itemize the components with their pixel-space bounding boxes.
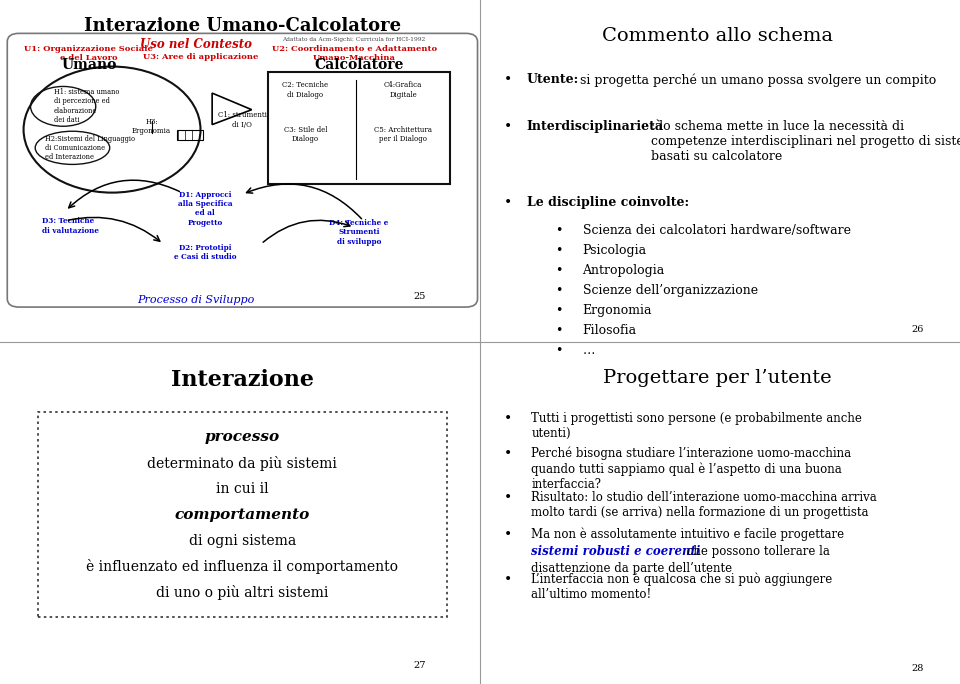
Text: che possono tollerare la: che possono tollerare la (683, 545, 829, 558)
Text: •: • (555, 304, 562, 317)
Text: H2:Sistemi del Linguaggio
di Comunicazione
ed Interazione: H2:Sistemi del Linguaggio di Comunicazio… (44, 135, 134, 161)
Text: D2: Prototipi
e Casi di studio: D2: Prototipi e Casi di studio (174, 244, 236, 261)
Text: Adattato da Acm-Sigchi: Curricula for HCI-1992: Adattato da Acm-Sigchi: Curricula for HC… (282, 37, 426, 42)
Text: Interdisciplinarietà: Interdisciplinarietà (527, 120, 663, 133)
Text: •: • (503, 120, 512, 133)
Text: C1: strumenti
di I/O: C1: strumenti di I/O (218, 111, 267, 129)
Text: Calcolatore: Calcolatore (314, 58, 403, 72)
Text: Progettare per l’utente: Progettare per l’utente (603, 369, 832, 386)
Text: Processo di Sviluppo: Processo di Sviluppo (137, 295, 254, 306)
Text: di uno o più altri sistemi: di uno o più altri sistemi (156, 586, 328, 601)
Text: 27: 27 (413, 661, 425, 670)
Text: Antropologia: Antropologia (583, 264, 665, 277)
Text: : lo schema mette in luce la necessità di
competenze interdisciplinari nel proge: : lo schema mette in luce la necessità d… (652, 120, 960, 163)
Text: Risultato: lo studio dell’interazione uomo-macchina arriva
molto tardi (se arriv: Risultato: lo studio dell’interazione uo… (532, 491, 877, 519)
Text: C3: Stile del
Dialogo: C3: Stile del Dialogo (283, 127, 327, 144)
Text: H3:
Ergonomia: H3: Ergonomia (132, 118, 171, 135)
Text: …: … (583, 343, 595, 356)
Text: •: • (503, 573, 512, 587)
Text: Commento allo schema: Commento allo schema (602, 27, 833, 44)
Text: Umano: Umano (61, 58, 116, 72)
Bar (178, 129, 203, 140)
Text: •: • (503, 491, 512, 505)
Text: processo: processo (204, 430, 280, 444)
Text: •: • (555, 224, 562, 237)
Text: D1: Approcci
alla Specifica
ed al
Progetto: D1: Approcci alla Specifica ed al Proget… (178, 191, 232, 226)
Text: •: • (503, 196, 512, 210)
Text: •: • (503, 447, 512, 460)
Text: Ergonomia: Ergonomia (583, 304, 652, 317)
Text: •: • (555, 324, 562, 337)
Text: C5: Architettura
per il Dialogo: C5: Architettura per il Dialogo (374, 127, 432, 144)
Text: determinato da più sistemi: determinato da più sistemi (148, 456, 337, 471)
Text: L’interfaccia non è qualcosa che si può aggiungere
all’ultimo momento!: L’interfaccia non è qualcosa che si può … (532, 573, 832, 601)
Text: •: • (503, 73, 512, 87)
Text: Ma non è assolutamente intuitivo e facile progettare: Ma non è assolutamente intuitivo e facil… (532, 528, 845, 541)
Text: •: • (503, 412, 512, 425)
Text: Tutti i progettisti sono persone (e probabilmente anche
utenti): Tutti i progettisti sono persone (e prob… (532, 412, 862, 440)
Text: in cui il: in cui il (216, 482, 269, 496)
Text: Interazione Umano-Calcolatore: Interazione Umano-Calcolatore (84, 17, 401, 35)
Text: Uso nel Contesto: Uso nel Contesto (140, 38, 252, 51)
Text: •: • (555, 343, 562, 356)
Text: C2: Tecniche
di Dialogo: C2: Tecniche di Dialogo (282, 81, 328, 98)
Text: U3: Aree di applicazione: U3: Aree di applicazione (143, 53, 258, 62)
Text: Interazione: Interazione (171, 369, 314, 391)
Text: Scienza dei calcolatori hardware/software: Scienza dei calcolatori hardware/softwar… (583, 224, 851, 237)
Text: Utente:: Utente: (527, 73, 579, 86)
Text: Perché bisogna studiare l’interazione uomo-macchina
quando tutti sappiamo qual è: Perché bisogna studiare l’interazione uo… (532, 447, 852, 490)
Text: H1: sistema umano
di percezione ed
elaborazione
dei dati: H1: sistema umano di percezione ed elabo… (54, 88, 119, 124)
Text: Psicologia: Psicologia (583, 244, 647, 257)
Text: 26: 26 (912, 326, 924, 334)
Text: Filosofia: Filosofia (583, 324, 636, 337)
Text: Scienze dell’organizzazione: Scienze dell’organizzazione (583, 284, 757, 297)
Text: si progetta perché un umano possa svolgere un compito: si progetta perché un umano possa svolge… (576, 73, 936, 87)
Text: Le discipline coinvolte:: Le discipline coinvolte: (527, 196, 689, 209)
Text: comportamento: comportamento (175, 508, 310, 522)
Text: D3: Tecniche
di valutazione: D3: Tecniche di valutazione (42, 218, 99, 235)
Text: U1: Organizzazione Sociale
e del Lavoro: U1: Organizzazione Sociale e del Lavoro (24, 45, 154, 62)
Text: di ogni sistema: di ogni sistema (189, 534, 296, 547)
Text: è influenzato ed influenza il comportamento: è influenzato ed influenza il comportame… (86, 560, 398, 575)
Text: C4:Grafica
Digitale: C4:Grafica Digitale (384, 81, 422, 98)
Text: D4: Tecniche e
Strumenti
di sviluppo: D4: Tecniche e Strumenti di sviluppo (329, 219, 389, 246)
Text: •: • (555, 244, 562, 257)
Text: sistemi robusti e coerenti: sistemi robusti e coerenti (532, 545, 701, 558)
Text: U2: Coordinamento e Adattamento
Umano-Macchina: U2: Coordinamento e Adattamento Umano-Ma… (272, 45, 437, 62)
Text: •: • (555, 264, 562, 277)
Text: disattenzione da parte dell’utente: disattenzione da parte dell’utente (532, 562, 732, 575)
Text: •: • (503, 528, 512, 542)
Text: 25: 25 (413, 292, 425, 301)
Text: •: • (555, 284, 562, 297)
Text: 28: 28 (912, 664, 924, 673)
